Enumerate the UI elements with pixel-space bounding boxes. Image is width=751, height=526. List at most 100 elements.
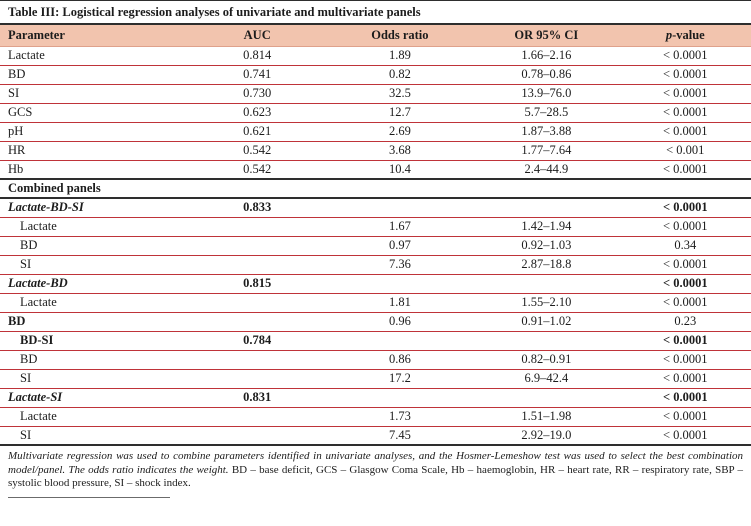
odds-ratio-cell: 1.81 [326,293,474,313]
row-label-cell: BD-SI [0,331,188,351]
ci-cell: 1.42–1.94 [473,217,620,237]
odds-ratio-cell: 0.96 [326,312,474,332]
table-row: Lactate 1.81 1.55–2.10 < 0.0001 [0,293,751,313]
table-row: pH 0.621 2.69 1.87–3.88 < 0.0001 [0,122,751,142]
ci-cell [473,179,620,199]
auc-cell: 0.831 [187,388,327,408]
p-value-cell: 0.34 [619,236,751,256]
table-row: SI 7.45 2.92–19.0 < 0.0001 [0,426,751,446]
ci-cell: 2.87–18.8 [473,255,620,275]
ci-cell [473,198,620,218]
odds-ratio-cell: 1.67 [326,217,474,237]
table-title: Table III: Logistical regression analyse… [0,1,751,25]
row-label-cell: SI [0,426,188,446]
ci-cell: 13.9–76.0 [473,84,620,104]
ci-cell: 1.55–2.10 [473,293,620,313]
row-label-cell: BD [0,312,188,332]
column-header-odds-ratio: Odds ratio [326,25,474,47]
auc-cell [187,426,327,446]
table-header-row: Parameter AUC Odds ratio OR 95% CI p-val… [0,25,751,47]
table-row: SI 0.730 32.5 13.9–76.0 < 0.0001 [0,84,751,104]
ci-cell [473,331,620,351]
ci-cell: 0.92–1.03 [473,236,620,256]
ci-cell [473,274,620,294]
auc-cell [187,312,327,332]
row-label-cell: HR [0,141,188,161]
odds-ratio-cell: 1.89 [326,46,474,66]
table-row: BD 0.86 0.82–0.91 < 0.0001 [0,350,751,370]
p-value-cell: < 0.0001 [619,350,751,370]
p-value-cell: < 0.0001 [619,46,751,66]
p-value-italic-p: p [665,27,673,42]
odds-ratio-cell: 7.36 [326,255,474,275]
table-row: Lactate 1.67 1.42–1.94 < 0.0001 [0,217,751,237]
ci-cell: 0.91–1.02 [473,312,620,332]
p-value-cell: < 0.0001 [619,160,751,180]
table-row: Lactate 0.814 1.89 1.66–2.16 < 0.0001 [0,46,751,66]
row-label-cell: Lactate-SI [0,388,188,408]
p-value-cell: < 0.001 [619,141,751,161]
p-value-cell: < 0.0001 [619,407,751,427]
table-row: Lactate-BD 0.815 < 0.0001 [0,274,751,294]
p-value-cell [619,179,751,199]
p-value-cell: < 0.0001 [619,255,751,275]
table-row: BD 0.97 0.92–1.03 0.34 [0,236,751,256]
auc-cell [187,369,327,389]
row-label-cell: Hb [0,160,188,180]
row-label-cell: pH [0,122,188,142]
auc-cell: 0.621 [187,122,327,142]
auc-cell [187,179,327,199]
auc-cell: 0.833 [187,198,327,218]
column-header-auc: AUC [187,25,327,47]
ci-cell: 1.77–7.64 [473,141,620,161]
odds-ratio-cell [326,198,474,218]
table-row: Lactate-SI 0.831 < 0.0001 [0,388,751,408]
ci-cell: 1.51–1.98 [473,407,620,427]
column-header-p-value: p-value [619,25,751,47]
odds-ratio-cell: 12.7 [326,103,474,123]
auc-cell: 0.542 [187,141,327,161]
auc-cell: 0.623 [187,103,327,123]
p-value-rest: -value [672,27,705,42]
odds-ratio-cell: 0.86 [326,350,474,370]
p-value-cell: < 0.0001 [619,388,751,408]
ci-cell: 2.92–19.0 [473,426,620,446]
p-value-cell: < 0.0001 [619,65,751,85]
p-value-cell: < 0.0001 [619,122,751,142]
auc-cell: 0.542 [187,160,327,180]
p-value-cell: < 0.0001 [619,293,751,313]
auc-cell [187,236,327,256]
p-value-cell: < 0.0001 [619,274,751,294]
row-label-cell: BD [0,65,188,85]
row-label-cell: GCS [0,103,188,123]
p-value-cell: < 0.0001 [619,217,751,237]
row-label-cell: SI [0,84,188,104]
odds-ratio-cell: 32.5 [326,84,474,104]
ci-cell: 1.87–3.88 [473,122,620,142]
p-value-cell: < 0.0001 [619,369,751,389]
auc-cell: 0.815 [187,274,327,294]
row-label-cell: Lactate-BD-SI [0,198,188,218]
p-value-cell: < 0.0001 [619,426,751,446]
odds-ratio-cell [326,331,474,351]
ci-cell: 2.4–44.9 [473,160,620,180]
table-row: Combined panels [0,179,751,199]
odds-ratio-cell: 2.69 [326,122,474,142]
ci-cell: 5.7–28.5 [473,103,620,123]
p-value-cell: < 0.0001 [619,103,751,123]
row-label-cell: BD [0,350,188,370]
odds-ratio-cell [326,388,474,408]
auc-cell [187,293,327,313]
row-label-cell: SI [0,255,188,275]
p-value-cell: < 0.0001 [619,331,751,351]
auc-cell [187,217,327,237]
bottom-partial-rule [8,496,170,498]
odds-ratio-cell: 0.82 [326,65,474,85]
odds-ratio-cell: 17.2 [326,369,474,389]
table-row: SI 7.36 2.87–18.8 < 0.0001 [0,255,751,275]
table-row: BD 0.741 0.82 0.78–0.86 < 0.0001 [0,65,751,85]
row-label-cell: SI [0,369,188,389]
odds-ratio-cell: 1.73 [326,407,474,427]
p-value-cell: < 0.0001 [619,198,751,218]
